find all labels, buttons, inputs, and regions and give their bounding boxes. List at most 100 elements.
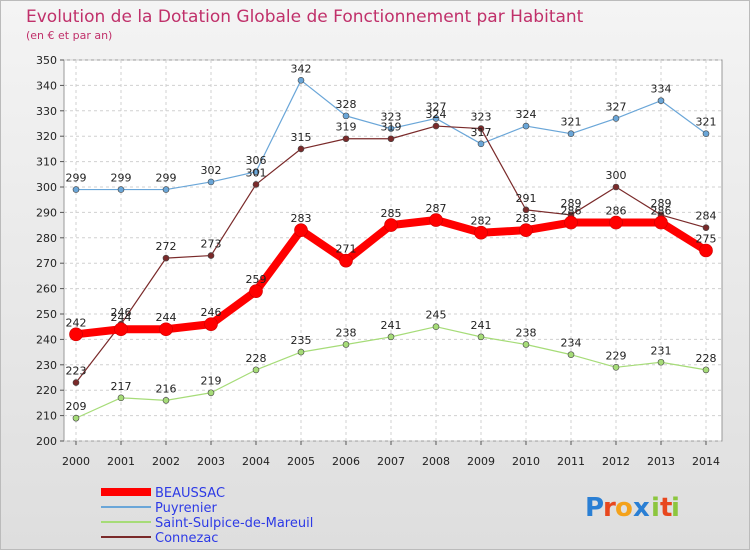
data-label-connezac-2011: 289 [561,197,582,210]
data-label-saint-sulpice-de-mareuil-2011: 234 [561,337,582,350]
point-beaussac-2008 [429,213,443,227]
y-tick-label-240: 240 [36,333,57,346]
x-tick-label-2009: 2009 [467,455,495,468]
point-connezac-2003 [207,252,215,259]
data-label-puyrenier-2008: 327 [426,100,447,113]
data-label-saint-sulpice-de-mareuil-2005: 235 [291,334,312,347]
data-label-puyrenier-2011: 321 [561,116,582,129]
logo-letter-7: i [671,493,680,523]
point-saint-sulpice-de-mareuil-2005 [297,348,305,356]
point-beaussac-2002 [159,322,173,337]
point-puyrenier-2014 [702,130,710,137]
data-label-saint-sulpice-de-mareuil-2007: 241 [381,319,402,332]
data-label-puyrenier-2013: 334 [651,83,672,96]
y-tick-label-310: 310 [36,156,57,169]
y-tick-label-270: 270 [36,257,57,270]
legend-label-saint-sulpice-de-mareuil: Saint-Sulpice-de-Mareuil [155,516,313,531]
point-connezac-2014 [702,224,710,231]
point-beaussac-2009 [474,225,488,240]
point-saint-sulpice-de-mareuil-2007 [387,333,395,341]
point-puyrenier-2002 [162,186,170,193]
data-label-puyrenier-2012: 327 [606,100,627,113]
data-label-connezac-2010: 291 [516,192,537,205]
logo-letter-4: x [633,493,650,523]
y-tick-label-320: 320 [36,130,57,143]
y-axis: 200 210 220 230 240 250 260 270 280 290 300 310 320 3… [36,54,64,448]
legend: BEAUSSACPuyrenierSaint-Sulpice-de-Mareui… [101,486,313,546]
plot-area [63,59,723,442]
data-labels: 299 299 2993023063423283233273173243213273… [66,62,717,413]
y-tick-label-350: 350 [36,54,57,67]
x-tick-label-2011: 2011 [557,455,585,468]
point-puyrenier-2003 [207,178,215,186]
data-label-beaussac-2007: 285 [381,207,402,220]
data-label-beaussac-2000: 242 [66,316,87,329]
point-saint-sulpice-de-mareuil-2014 [702,366,710,374]
data-label-connezac-2003: 273 [201,238,222,251]
data-label-beaussac-2010: 283 [516,212,537,225]
data-label-connezac-2012: 300 [606,169,627,182]
point-puyrenier-2001 [117,186,125,193]
point-saint-sulpice-de-mareuil-2003 [207,389,215,397]
y-tick-label-210: 210 [36,410,57,423]
data-label-beaussac-2012: 286 [606,205,627,218]
data-label-puyrenier-2010: 324 [516,108,537,121]
y-tick-label-330: 330 [36,105,57,118]
x-tick-label-2003: 2003 [197,455,225,468]
data-label-saint-sulpice-de-mareuil-2014: 228 [696,352,717,365]
data-label-puyrenier-2003: 302 [201,164,222,177]
data-label-beaussac-2008: 287 [426,202,447,215]
point-puyrenier-2005 [297,77,305,84]
point-saint-sulpice-de-mareuil-2013 [657,358,665,366]
point-saint-sulpice-de-mareuil-2010 [522,341,530,348]
point-puyrenier-2000 [72,186,80,193]
y-tick-label-220: 220 [36,384,57,397]
data-label-puyrenier-2007: 323 [381,111,402,124]
point-saint-sulpice-de-mareuil-2006 [342,341,350,348]
legend-label-beaussac: BEAUSSAC [155,486,225,501]
point-puyrenier-2013 [657,97,665,104]
data-label-connezac-2008: 324 [426,108,447,121]
point-puyrenier-2006 [342,112,350,120]
data-label-connezac-2005: 315 [291,131,312,144]
point-beaussac-2001 [114,322,128,337]
data-label-saint-sulpice-de-mareuil-2002: 216 [156,382,177,395]
data-label-puyrenier-2006: 328 [336,98,357,111]
y-tick-label-300: 300 [36,181,57,194]
data-label-beaussac-2014: 275 [696,233,717,246]
point-beaussac-2014 [699,243,713,258]
chart-subtitle: (en € et par an) [26,29,112,42]
point-beaussac-2013 [654,215,668,230]
x-tick-label-2004: 2004 [242,455,270,468]
logo-letter-2: r [603,493,616,523]
y-tick-label-340: 340 [36,79,57,92]
point-saint-sulpice-de-mareuil-2002 [162,397,170,404]
x-tick-label-2001: 2001 [107,455,135,468]
point-saint-sulpice-de-mareuil-2004 [252,366,260,374]
point-puyrenier-2010 [522,122,530,130]
grid [64,59,722,442]
logo-letter-6: t [660,493,672,523]
y-tick-label-290: 290 [36,206,57,219]
point-connezac-2000 [72,379,80,386]
point-beaussac-2012 [609,215,623,230]
y-tick-label-260: 260 [36,283,57,296]
y-tick-label-200: 200 [36,435,57,448]
x-tick-label-2014: 2014 [692,455,720,468]
data-label-puyrenier-2009: 317 [471,126,492,139]
data-label-connezac-2014: 284 [696,210,717,223]
data-label-puyrenier-2000: 299 [66,172,87,185]
data-label-saint-sulpice-de-mareuil-2000: 209 [66,400,87,413]
legend-label-puyrenier: Puyrenier [155,501,217,516]
data-label-connezac-2001: 246 [111,306,132,319]
data-label-connezac-2013: 289 [651,197,672,210]
logo-letter-5: i [651,493,660,523]
point-saint-sulpice-de-mareuil-2011 [567,351,575,358]
point-puyrenier-2012 [612,115,620,122]
data-label-beaussac-2001: 244 [111,311,132,324]
logo-letter-3: o [615,493,633,523]
point-puyrenier-2008 [432,115,440,122]
data-label-puyrenier-2014: 321 [696,116,717,129]
data-label-puyrenier-2004: 306 [246,154,267,167]
